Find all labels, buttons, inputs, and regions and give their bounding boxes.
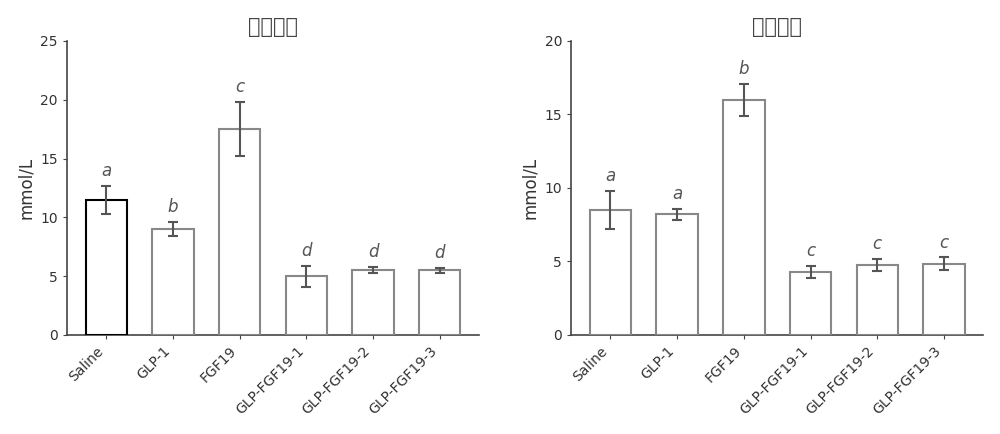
Text: a: a [605, 167, 616, 185]
Text: c: c [939, 233, 948, 252]
Bar [86, 200, 127, 335]
Text: a: a [672, 185, 682, 204]
Text: d: d [301, 242, 312, 260]
Bar [219, 129, 260, 335]
Text: a: a [101, 162, 111, 180]
Bar [923, 264, 965, 335]
Y-axis label: mmol/L: mmol/L [521, 157, 539, 219]
Bar [286, 276, 327, 335]
Bar [419, 270, 460, 335]
Text: d: d [368, 243, 378, 261]
Bar [590, 210, 631, 335]
Bar [352, 270, 394, 335]
Y-axis label: mmol/L: mmol/L [17, 157, 35, 219]
Title: 总胆固醇: 总胆固醇 [752, 16, 802, 36]
Bar [790, 272, 831, 335]
Text: c: c [806, 242, 815, 260]
Text: c: c [235, 78, 244, 96]
Text: d: d [435, 244, 445, 262]
Text: c: c [873, 235, 882, 253]
Bar [656, 214, 698, 335]
Bar [152, 229, 194, 335]
Bar [723, 100, 765, 335]
Title: 甘油三酯: 甘油三酯 [248, 16, 298, 36]
Text: b: b [739, 60, 749, 78]
Text: b: b [168, 198, 178, 216]
Bar [857, 265, 898, 335]
